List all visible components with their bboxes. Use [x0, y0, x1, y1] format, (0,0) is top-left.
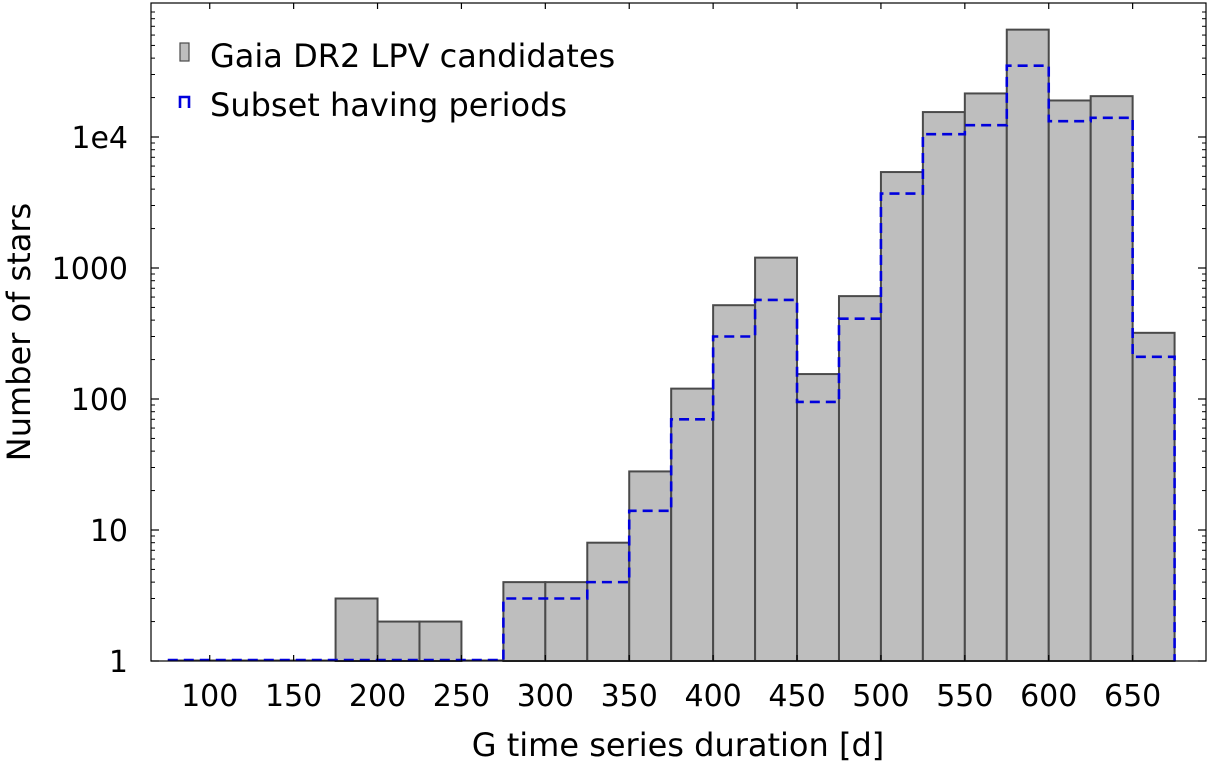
bar-candidates-225 — [418, 620, 463, 662]
bar-candidates-275 — [502, 581, 547, 662]
x-tick-label-500: 500 — [852, 679, 909, 714]
legend-swatch-candidates — [179, 42, 190, 62]
bar-candidates-650 — [1131, 331, 1176, 662]
bar-candidates-600 — [1047, 99, 1092, 662]
bar-candidates-425 — [754, 256, 799, 662]
plot-frame — [150, 2, 1207, 662]
bar-candidates-400 — [712, 304, 757, 662]
ticks-layer: 100 150 200 250 300 350 400 450 500 550 600 650 1 10 1… — [52, 3, 1206, 714]
y-axis-label: Number of stars — [0, 203, 38, 461]
bar-candidates-300 — [544, 581, 589, 662]
x-tick-label-300: 300 — [517, 679, 574, 714]
x-tick-label-200: 200 — [349, 679, 406, 714]
legend-label-candidates: Gaia DR2 LPV candidates — [210, 37, 615, 75]
bar-candidates-500 — [879, 171, 924, 662]
x-tick-label-100: 100 — [181, 679, 238, 714]
bar-candidates-475 — [837, 295, 882, 662]
bar-candidates-350 — [628, 470, 673, 662]
bar-candidates-375 — [670, 387, 715, 662]
x-tick-label-650: 650 — [1104, 679, 1161, 714]
bar-candidates-575 — [1005, 28, 1050, 662]
x-tick-label-600: 600 — [1020, 679, 1077, 714]
legend-label-subset: Subset having periods — [210, 86, 567, 124]
x-tick-label-550: 550 — [936, 679, 993, 714]
y-tick-label-1: 1 — [109, 645, 128, 680]
bar-candidates-450 — [796, 373, 840, 662]
bar-candidates-550 — [963, 92, 1008, 662]
bar-candidates-525 — [921, 111, 966, 663]
x-tick-label-250: 250 — [433, 679, 490, 714]
x-tick-label-400: 400 — [684, 679, 741, 714]
bars-layer — [167, 28, 1176, 663]
y-tick-label-1e4: 1e4 — [71, 121, 128, 156]
y-tick-label-10: 10 — [90, 514, 128, 549]
bar-candidates-625 — [1089, 95, 1134, 663]
bar-candidates-175 — [334, 597, 379, 663]
x-tick-label-150: 150 — [265, 679, 322, 714]
legend-swatch-subset — [178, 95, 191, 108]
step-subset-having-periods — [167, 64, 1176, 662]
y-tick-label-100: 100 — [71, 383, 128, 418]
x-tick-label-350: 350 — [601, 679, 658, 714]
bar-candidates-200 — [376, 620, 421, 662]
x-axis-label: G time series duration [d] — [472, 726, 884, 764]
step-layer — [167, 64, 1176, 662]
legend: Gaia DR2 LPV candidates Subset having pe… — [178, 37, 615, 124]
x-tick-label-450: 450 — [768, 679, 825, 714]
bar-candidates-325 — [586, 541, 631, 662]
y-tick-label-1000: 1000 — [52, 252, 128, 287]
